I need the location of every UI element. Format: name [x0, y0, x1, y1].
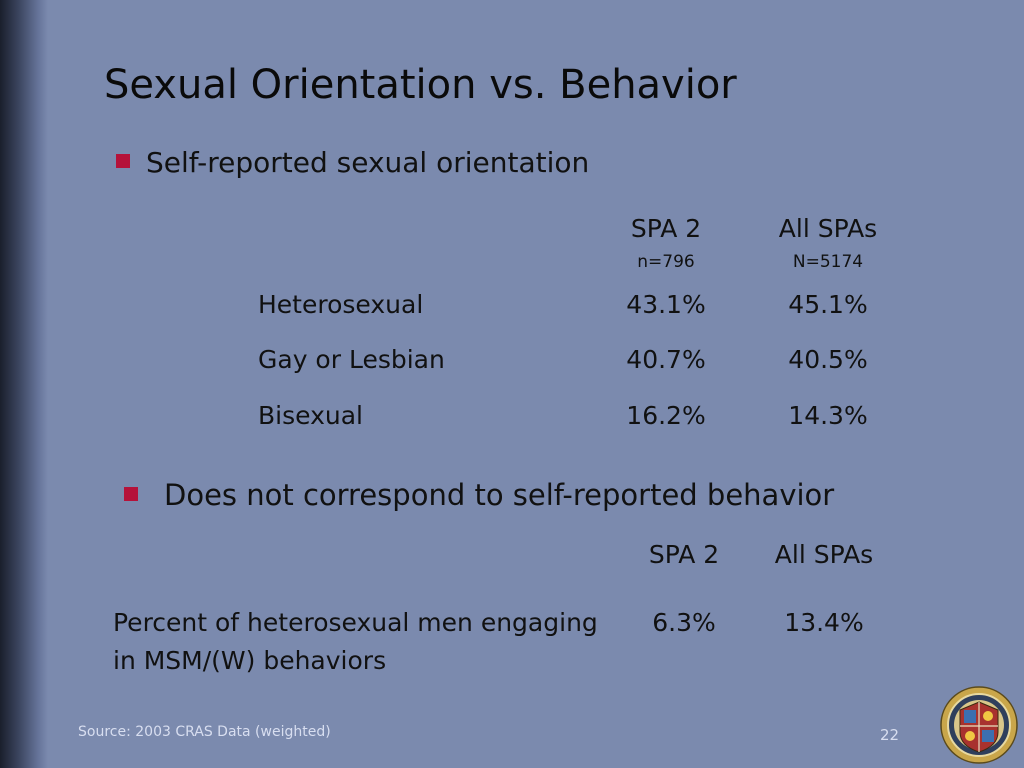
- row-label-gay-lesbian: Gay or Lesbian: [258, 345, 445, 374]
- source-note: Source: 2003 CRAS Data (weighted): [78, 724, 331, 740]
- square-bullet-icon: [116, 154, 130, 168]
- table2-value-spa2: 6.3%: [652, 608, 716, 637]
- slide-title: Sexual Orientation vs. Behavior: [104, 62, 737, 108]
- row-value-spa2: 43.1%: [626, 290, 706, 319]
- table1-header-all-spas: All SPAs: [778, 214, 878, 243]
- table1-header-spa2: SPA 2: [630, 214, 702, 243]
- bullet-does-not-correspond: Does not correspond to self-reported beh…: [124, 478, 834, 512]
- table2-header-all-spas: All SPAs: [774, 540, 874, 569]
- bullet-text: Does not correspond to self-reported beh…: [164, 478, 835, 512]
- row-value-spa2: 16.2%: [626, 401, 706, 430]
- row-value-all-spas: 14.3%: [788, 401, 868, 430]
- table1-n-all-spas: N=5174: [792, 252, 864, 272]
- bullet-text: Self-reported sexual orientation: [146, 146, 590, 179]
- row-label-bisexual: Bisexual: [258, 401, 363, 430]
- table2-row-label-line2: in MSM/(W) behaviors: [113, 646, 387, 675]
- square-bullet-icon: [124, 487, 138, 501]
- table1-n-spa2: n=796: [637, 252, 695, 272]
- table2-header-spa2: SPA 2: [648, 540, 720, 569]
- row-value-all-spas: 45.1%: [788, 290, 868, 319]
- left-edge-shadow: [0, 0, 48, 768]
- county-seal-icon: [940, 686, 1018, 764]
- page-number: 22: [880, 726, 900, 744]
- bullet-self-reported-orientation: Self-reported sexual orientation: [116, 146, 589, 179]
- row-value-all-spas: 40.5%: [788, 345, 868, 374]
- row-value-spa2: 40.7%: [626, 345, 706, 374]
- row-label-heterosexual: Heterosexual: [258, 290, 424, 319]
- table2-value-all-spas: 13.4%: [784, 608, 864, 637]
- table2-row-label-line1: Percent of heterosexual men engaging: [113, 608, 598, 637]
